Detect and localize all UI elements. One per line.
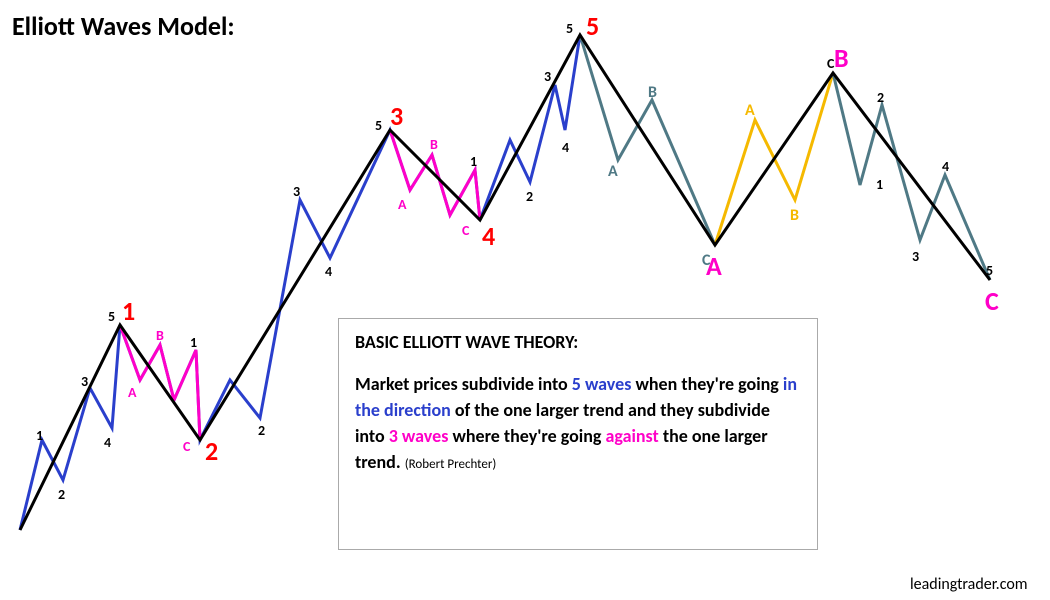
- wave-label-small-magenta: C: [183, 438, 190, 455]
- wave-label-small: 3: [81, 373, 88, 390]
- wave-label-small-magenta: A: [128, 384, 136, 401]
- infobox-text-span: against: [605, 425, 662, 447]
- wave-label-gold: B: [790, 206, 799, 225]
- wave-label-small: 3: [912, 248, 919, 265]
- wave-label-red: 4: [482, 220, 495, 252]
- wave-label-small: 4: [942, 158, 949, 175]
- footer-attribution: leadingtrader.com: [910, 575, 1028, 594]
- wave-label-small-magenta: B: [156, 327, 164, 344]
- wave-label-small-magenta: A: [398, 196, 406, 213]
- wave-label-red: 1: [122, 295, 135, 327]
- wave-label-teal: A: [608, 162, 618, 181]
- wave-label-small: 4: [562, 139, 569, 156]
- infobox-body: Market prices subdivide into 5 waves whe…: [355, 371, 801, 475]
- wave-label-small: 2: [58, 486, 65, 503]
- infobox-text-span: 3 waves: [389, 425, 453, 447]
- wave-label-red: 3: [390, 100, 403, 132]
- wave-label-small: 1: [470, 153, 477, 170]
- wave-label-red: 2: [205, 435, 218, 467]
- wave-label-small: 4: [325, 263, 332, 280]
- wave-label-small-magenta: B: [430, 136, 438, 153]
- wave-label-small: 5: [375, 117, 382, 134]
- wave-label-gold: A: [745, 101, 755, 120]
- wave-label-small: 1: [36, 427, 43, 444]
- infobox-text-span: where they're going: [452, 425, 605, 447]
- infobox-text-span: when they're going: [635, 373, 782, 395]
- diagram-stage: Elliott Waves Model: 123451234512345C123…: [0, 0, 1050, 600]
- wave-label-small: 5: [566, 20, 573, 37]
- wave-label-small: 1: [876, 176, 883, 193]
- wave-label-small: 5: [108, 308, 115, 325]
- wave-label-small: 2: [526, 188, 533, 205]
- infobox-title: BASIC ELLIOTT WAVE THEORY:: [355, 331, 801, 353]
- wave-label-small: 3: [293, 183, 300, 200]
- wave-label-magenta: B: [834, 42, 849, 74]
- wave-label-red: 5: [586, 10, 599, 42]
- infobox-attribution: (Robert Prechter): [405, 457, 497, 472]
- wave-label-small: 3: [544, 68, 551, 85]
- wave-label-teal: B: [648, 83, 657, 102]
- theory-infobox: BASIC ELLIOTT WAVE THEORY: Market prices…: [338, 318, 818, 550]
- wave-label-small: 1: [190, 334, 197, 351]
- infobox-text-span: 5 waves: [572, 373, 636, 395]
- wave-label-magenta: A: [706, 250, 722, 282]
- wave-label-small: 4: [104, 434, 111, 451]
- infobox-text-span: Market prices subdivide into: [355, 373, 572, 395]
- wave-label-small: 2: [877, 89, 884, 106]
- wave-label-magenta: C: [985, 285, 999, 317]
- wave-label-small: 2: [258, 422, 265, 439]
- wave-label-small: 5: [986, 262, 993, 279]
- wave-label-small-magenta: C: [462, 222, 469, 239]
